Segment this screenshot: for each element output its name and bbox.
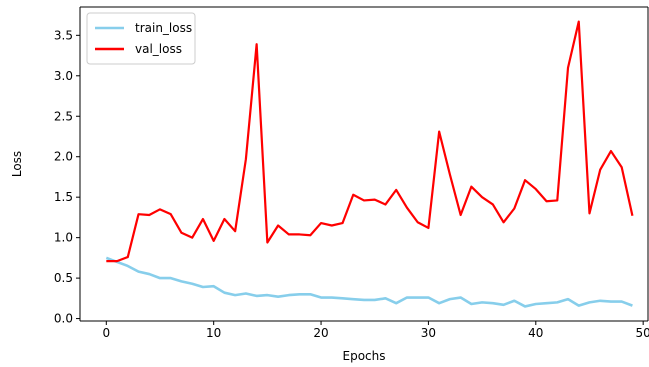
y-tick-label: 3.5 xyxy=(54,28,73,42)
x-tick-label: 10 xyxy=(206,326,221,340)
x-axis-label: Epochs xyxy=(343,349,386,363)
y-tick-label: 0.0 xyxy=(54,312,73,326)
y-axis-ticks: 0.0 0.5 1.0 1.5 2.0 2.5 3.0 3.5 xyxy=(54,28,80,326)
y-tick-label: 2.5 xyxy=(54,109,73,123)
legend-label-train-loss: train_loss xyxy=(135,21,192,35)
series-line-val-loss xyxy=(106,20,634,263)
x-tick-label: 50 xyxy=(636,326,649,340)
series-line-train-loss xyxy=(105,256,633,308)
y-tick-label: 1.0 xyxy=(54,231,73,245)
legend-box xyxy=(86,12,196,65)
legend-label-val-loss: val_loss xyxy=(135,42,182,56)
x-tick-label: 0 xyxy=(102,326,110,340)
x-axis-ticks: 0 10 20 30 40 50 xyxy=(102,321,649,340)
y-tick-label: 0.5 xyxy=(54,271,73,285)
legend: train_loss val_loss xyxy=(86,12,196,65)
x-tick-label: 30 xyxy=(421,326,436,340)
series-layer xyxy=(105,20,634,308)
x-tick-label: 40 xyxy=(528,326,543,340)
y-tick-label: 1.5 xyxy=(54,190,73,204)
axes-spines xyxy=(79,6,649,322)
y-tick-label: 3.0 xyxy=(54,69,73,83)
y-axis-label: Loss xyxy=(10,151,24,177)
y-tick-label: 2.0 xyxy=(54,150,73,164)
x-tick-label: 20 xyxy=(313,326,328,340)
